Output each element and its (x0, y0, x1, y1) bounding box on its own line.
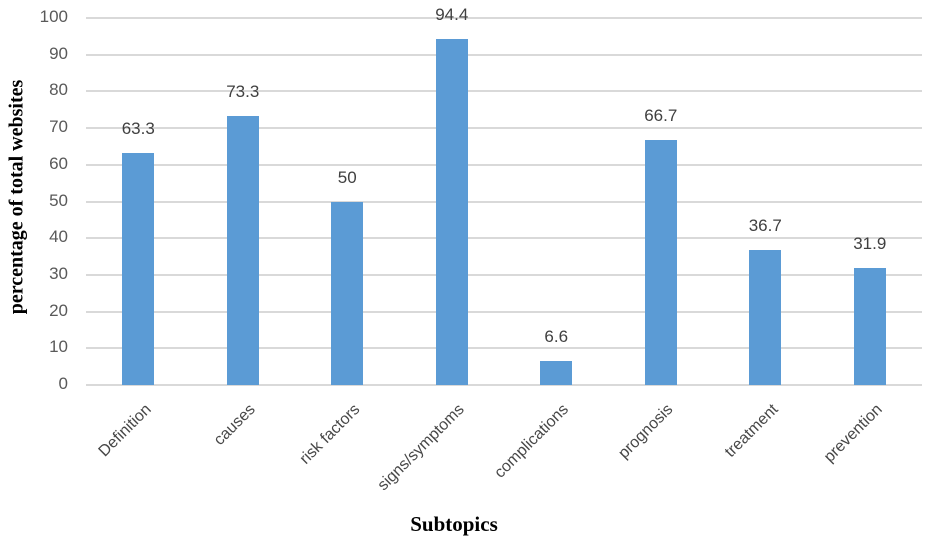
bar (749, 250, 782, 385)
gridline (86, 347, 922, 350)
y-tick-label: 40 (49, 227, 68, 247)
y-tick-label: 100 (39, 7, 68, 26)
bar (226, 115, 259, 385)
gridline (86, 17, 922, 19)
gridline (86, 163, 922, 166)
y-tick-label: 30 (49, 263, 68, 283)
y-tick-label: 50 (49, 190, 68, 210)
x-category-label: prognosis (615, 401, 677, 463)
x-category-label: signs/symptoms (374, 401, 468, 495)
bar-value-label: 6.6 (544, 326, 569, 346)
x-category-label: treatment (721, 401, 782, 461)
bar (122, 152, 155, 385)
x-category-label: complications (491, 401, 573, 482)
y-tick-label: 90 (49, 43, 68, 63)
gridline (86, 273, 922, 276)
y-tick-label: 10 (49, 337, 68, 357)
y-tick-label: 70 (49, 117, 68, 137)
bar-value-label: 63.3 (121, 118, 155, 138)
x-category-label: causes (210, 401, 259, 449)
x-category-label: prevention (820, 401, 886, 466)
x-category-label: risk factors (296, 401, 364, 468)
y-tick-label: 80 (49, 80, 68, 100)
bar (331, 201, 364, 385)
bar-value-label: 31.9 (853, 233, 887, 253)
gridline (86, 237, 922, 240)
x-axis-title: Subtopics (410, 512, 498, 536)
gridline (86, 310, 922, 313)
bar-value-label: 50 (337, 167, 357, 187)
x-category-label: Definition (95, 401, 155, 461)
bar (644, 140, 677, 385)
bar (853, 267, 886, 385)
bar-value-label: 73.3 (226, 81, 260, 101)
bar (435, 38, 468, 385)
bar-value-label: 36.7 (748, 216, 782, 236)
y-tick-label: 20 (49, 300, 68, 320)
x-axis-line (86, 384, 922, 386)
y-tick-label: 60 (49, 153, 68, 173)
gridline (86, 90, 922, 93)
bar-value-label: 66.7 (644, 106, 678, 126)
bar (540, 360, 573, 385)
gridline (86, 200, 922, 203)
gridline (86, 127, 922, 130)
gridline (86, 53, 922, 56)
bar-value-label: 94.4 (435, 4, 469, 24)
y-tick-label: 0 (58, 374, 68, 393)
